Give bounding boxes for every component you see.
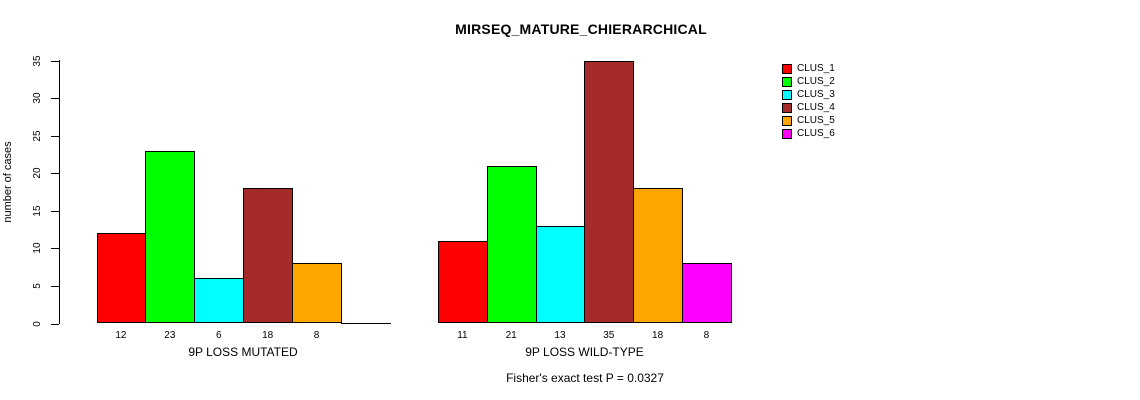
legend-swatch-icon [782,76,792,87]
y-axis-tick [51,60,59,62]
zero-height-bar [341,322,391,324]
bar-value-label: 18 [652,330,664,341]
bar-value-label: 23 [164,330,176,341]
y-axis-line [59,60,60,324]
y-axis-tick [51,323,59,325]
bar-value-label: 6 [215,330,222,341]
legend-label: CLUS_1 [797,63,835,74]
y-axis-tick-label: 0 [32,320,43,327]
fisher-test-annotation: Fisher's exact test P = 0.0327 [506,371,664,385]
legend-label: CLUS_5 [797,115,835,126]
group-label-wildtype: 9P LOSS WILD-TYPE [525,345,644,359]
legend-row: CLUS_3 [782,88,835,101]
y-axis-tick [51,135,59,137]
bar-clus_4 [584,60,635,324]
bar-clus_3 [535,225,586,324]
bar-clus_1 [96,233,147,324]
legend-label: CLUS_3 [797,89,835,100]
bar-clus_2 [486,165,537,324]
y-axis-tick-label: 10 [32,242,43,254]
legend-swatch-icon [782,89,792,100]
bar-value-label: 12 [115,330,127,341]
bar-value-label: 13 [554,330,566,341]
bar-clus_6 [682,263,732,324]
y-axis-tick-label: 25 [32,130,43,142]
bar-clus_5 [292,263,342,324]
legend: CLUS_1 CLUS_2 CLUS_3 CLUS_4 CLUS_5 CLUS_6 [782,62,835,140]
y-axis-tick-label: 35 [32,54,43,67]
legend-swatch-icon [782,102,792,113]
legend-row: CLUS_1 [782,62,835,75]
y-axis-tick-label: 20 [32,167,43,179]
legend-swatch-icon [782,128,792,139]
bar-value-label: 8 [703,330,710,341]
y-axis-tick [51,210,59,212]
bar-value-label: 21 [505,330,517,341]
bar-clus_5 [633,188,683,324]
y-axis-tick [51,248,59,250]
group-label-mutated: 9P LOSS MUTATED [188,345,298,359]
y-axis-tick-label: 30 [32,92,43,104]
y-axis-tick [51,285,59,287]
y-axis-tick-label: 15 [32,205,43,217]
y-axis-label: number of cases [2,141,14,223]
legend-row: CLUS_2 [782,75,835,88]
legend-row: CLUS_4 [782,101,835,114]
bar-clus_3 [194,278,245,324]
legend-swatch-icon [782,115,792,126]
bar-value-label: 8 [313,330,320,341]
bar-clus_1 [438,240,488,324]
bar-value-label: 18 [262,330,274,341]
legend-swatch-icon [782,63,792,74]
bar-clus_2 [145,150,196,324]
chart-title: MIRSEQ_MATURE_CHIERARCHICAL [455,21,707,37]
y-axis-tick [51,173,59,175]
legend-label: CLUS_2 [797,76,835,87]
bar-value-label: 35 [603,330,615,341]
y-axis-tick-label: 5 [32,283,43,289]
legend-row: CLUS_6 [782,127,835,140]
legend-row: CLUS_5 [782,114,835,127]
bar-value-label: 11 [457,330,468,341]
y-axis-tick [51,98,59,100]
bar-clus_4 [243,188,294,324]
legend-label: CLUS_4 [797,102,835,113]
legend-label: CLUS_6 [797,128,835,139]
